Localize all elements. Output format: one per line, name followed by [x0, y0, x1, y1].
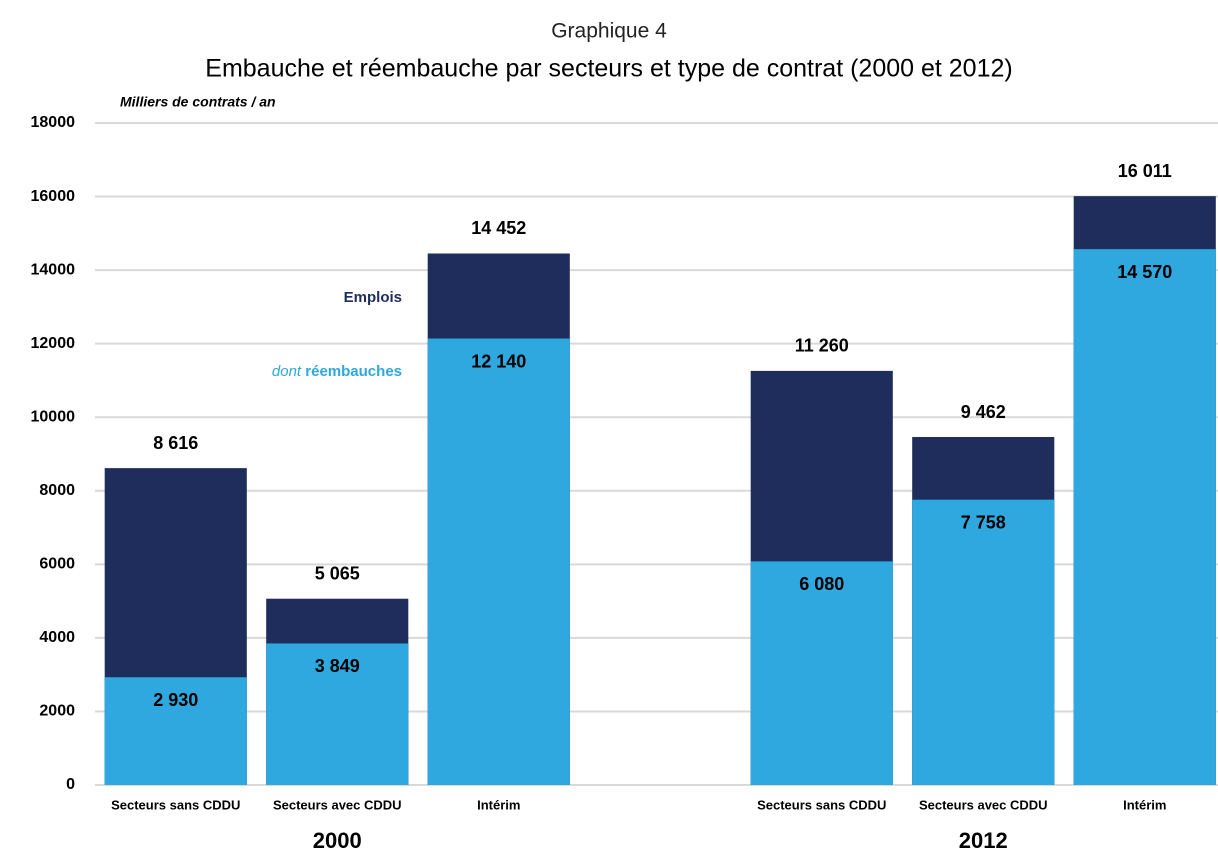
x-tick-label: Secteurs sans CDDU — [111, 797, 240, 812]
legend-entry: dont réembauches — [272, 363, 402, 380]
chart-title: Embauche et réembauche par secteurs et t… — [205, 55, 1012, 83]
x-tick-label: Intérim — [477, 797, 520, 812]
x-tick-label: Intérim — [1123, 797, 1166, 812]
chart-supertitle: Graphique 4 — [551, 20, 667, 43]
y-tick-label: 8000 — [39, 482, 75, 499]
bar — [104, 677, 247, 785]
data-label: 6 080 — [799, 574, 844, 594]
x-tick-label: Secteurs avec CDDU — [273, 797, 402, 812]
group-label: 2000 — [313, 828, 362, 853]
x-tick-label: Secteurs avec CDDU — [919, 797, 1048, 812]
data-label: 8 616 — [153, 433, 198, 453]
y-tick-label: 14000 — [31, 261, 76, 278]
data-label: 14 452 — [471, 218, 526, 238]
y-tick-label: 6000 — [39, 556, 75, 573]
x-tick-label: Secteurs sans CDDU — [757, 797, 886, 812]
bar — [912, 499, 1055, 785]
data-label: 5 065 — [315, 563, 360, 583]
bar — [1073, 249, 1216, 786]
data-label: 7 758 — [961, 512, 1006, 532]
data-label: 16 011 — [1118, 161, 1172, 181]
y-tick-label: 4000 — [39, 629, 75, 646]
bar — [266, 643, 409, 785]
legend-entry: Emplois — [344, 289, 402, 306]
y-tick-label: 12000 — [31, 335, 76, 352]
data-label: 3 849 — [315, 656, 360, 676]
group-label: 2012 — [959, 828, 1008, 853]
y-tick-label: 16000 — [31, 188, 76, 205]
data-label: 9 462 — [961, 402, 1006, 422]
legend-name: réembauches — [305, 363, 402, 380]
data-label: 12 140 — [471, 351, 526, 371]
unit-label: Milliers de contrats / an — [120, 94, 276, 110]
bar — [427, 338, 570, 785]
y-tick-label: 0 — [66, 776, 75, 793]
y-tick-label: 2000 — [39, 703, 75, 720]
y-tick-label: 18000 — [31, 114, 76, 131]
data-label: 11 260 — [795, 336, 849, 356]
data-label: 2 930 — [153, 690, 198, 710]
y-tick-label: 10000 — [31, 408, 76, 425]
legend-prefix: dont — [272, 363, 302, 380]
data-label: 14 570 — [1117, 262, 1172, 282]
bar — [750, 561, 893, 785]
